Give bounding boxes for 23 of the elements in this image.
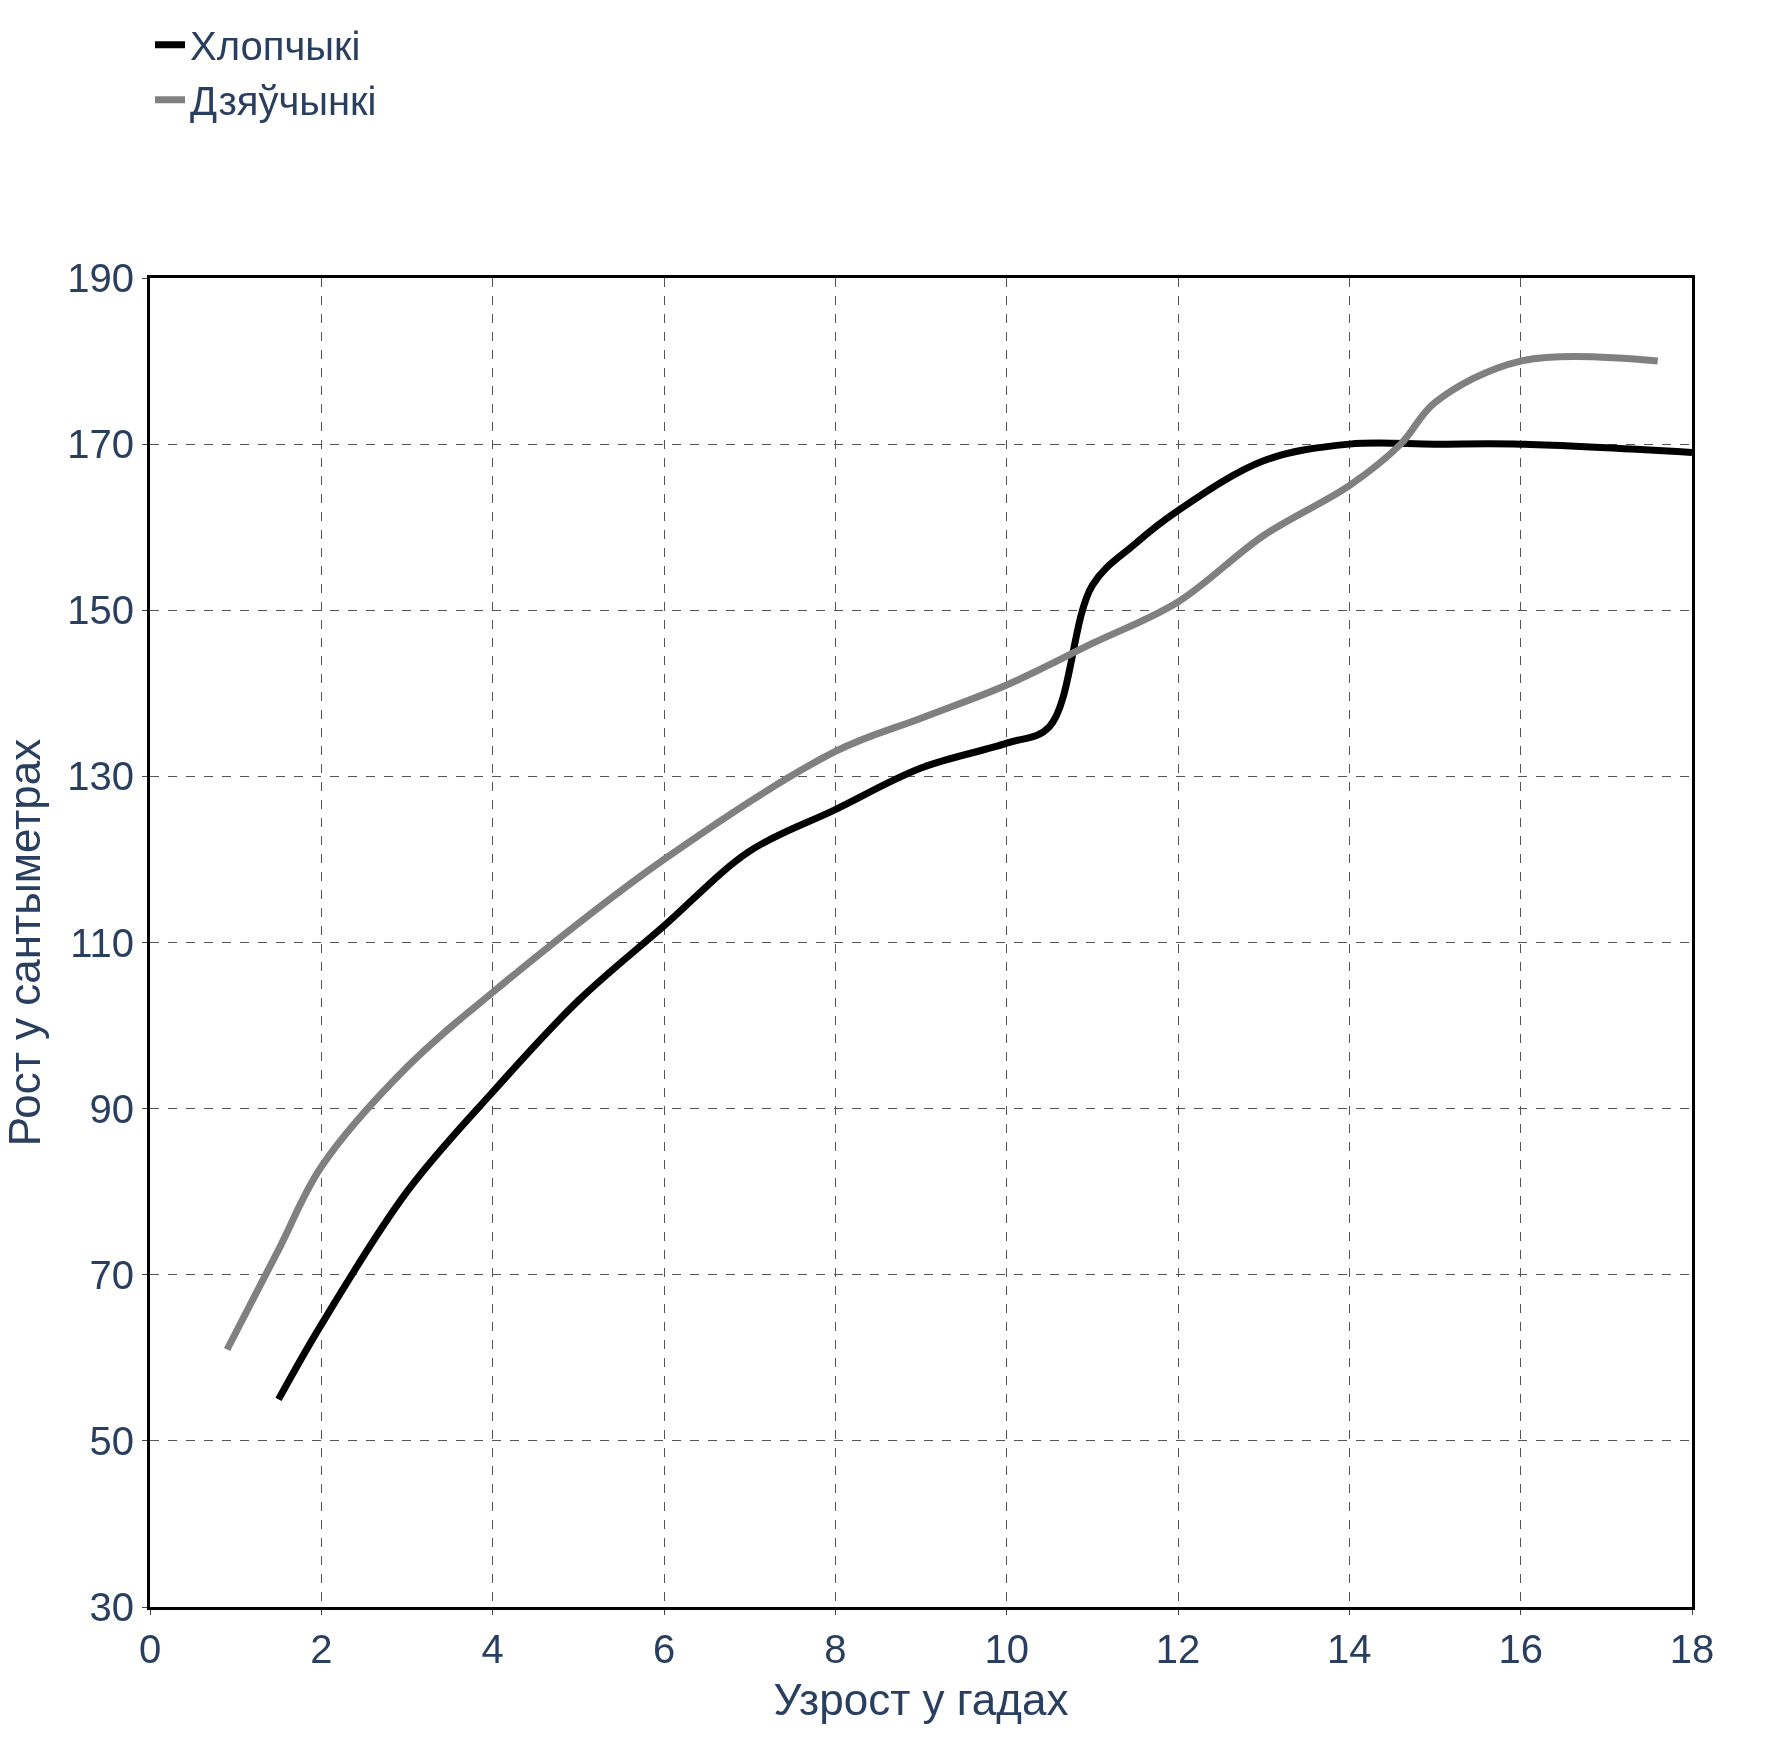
x-tick-label: 4	[481, 1627, 504, 1671]
y-tick-label: 130	[67, 754, 134, 799]
y-axis-title: Рост у сантыметрах	[0, 738, 49, 1147]
legend-label: Дзяўчынкі	[190, 79, 377, 124]
x-tick-label: 10	[984, 1627, 1029, 1671]
y-tick-label: 170	[67, 422, 134, 467]
y-tick-label: 110	[70, 920, 134, 965]
x-tick-label: 8	[824, 1627, 847, 1671]
x-tick-label: 6	[652, 1627, 676, 1671]
x-tick-label: 18	[1669, 1627, 1715, 1671]
y-tick-label: 150	[67, 588, 134, 633]
x-tick-label: 0	[138, 1627, 162, 1671]
y-tick-label: 190	[67, 256, 134, 300]
x-tick-label: 16	[1498, 1627, 1543, 1671]
x-axis-title: Узрост у гадах	[773, 1675, 1069, 1725]
y-tick-label: 30	[89, 1585, 134, 1629]
y-tick-label: 50	[89, 1418, 134, 1463]
x-tick-label: 14	[1327, 1627, 1372, 1671]
y-tick-label: 70	[89, 1252, 134, 1297]
y-tick-label: 90	[89, 1086, 134, 1131]
legend-label: Хлопчыкі	[190, 24, 361, 69]
x-tick-label: 2	[310, 1627, 333, 1671]
x-tick-label: 12	[1155, 1627, 1201, 1671]
